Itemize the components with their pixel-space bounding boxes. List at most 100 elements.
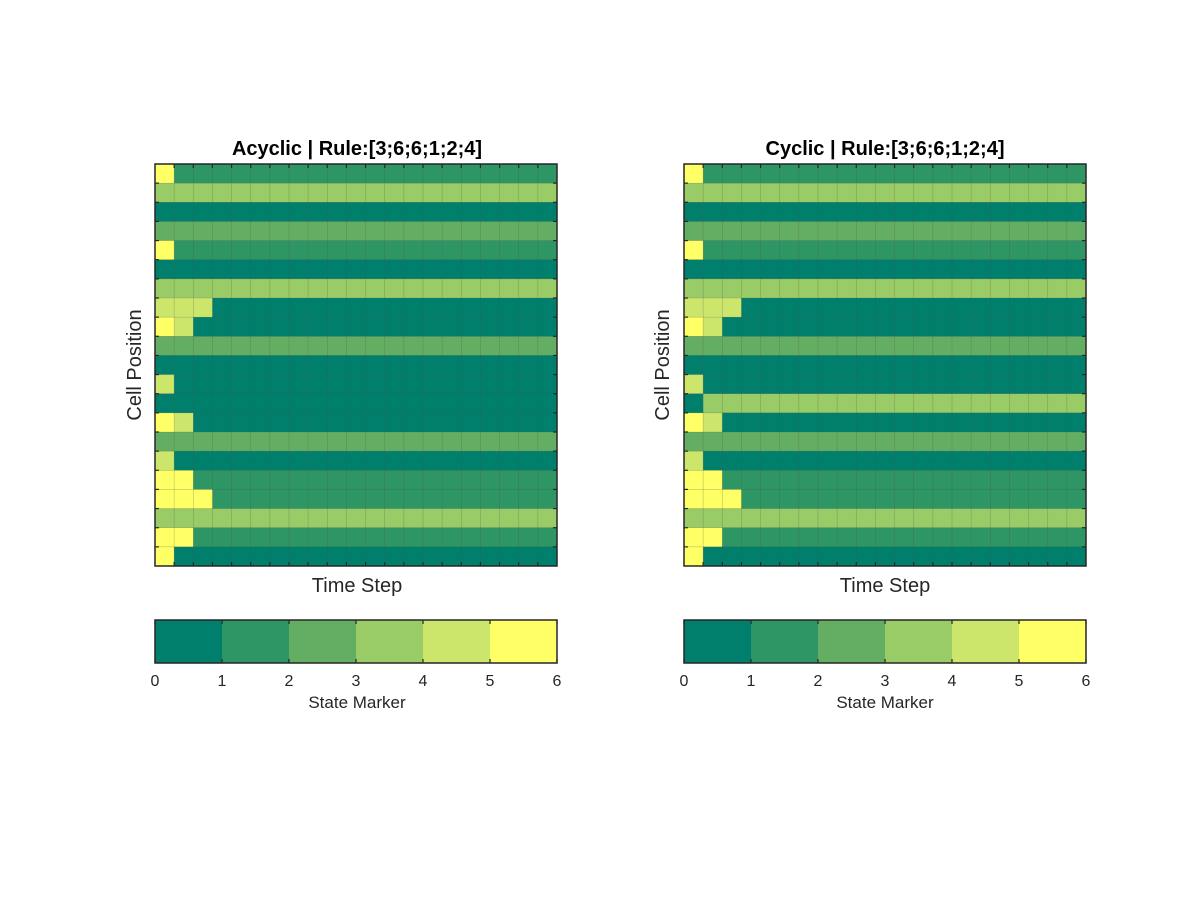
heatmap-cell: [193, 240, 213, 261]
heatmap-cell: [894, 374, 915, 395]
heatmap-cell: [174, 221, 194, 241]
heatmap-cell: [971, 527, 991, 548]
heatmap-cell: [442, 202, 462, 222]
heatmap-cell: [779, 489, 800, 509]
heatmap-cell: [894, 259, 915, 280]
heatmap-cell: [760, 202, 781, 222]
heatmap-cell: [779, 259, 800, 280]
heatmap-cell: [250, 240, 271, 261]
heatmap-cell: [1066, 164, 1087, 184]
heatmap-cell: [703, 202, 723, 222]
heatmap-cell: [837, 508, 857, 529]
colorbar-tick-label: 4: [948, 673, 957, 690]
heatmap-cell: [212, 221, 232, 241]
colorbar-segment: [751, 620, 819, 663]
x-axis-label-acyclic: Time Step: [312, 575, 402, 597]
heatmap-cell: [289, 527, 309, 548]
heatmap-cell: [1028, 527, 1049, 548]
heatmap-cell: [1028, 355, 1049, 375]
heatmap-cell: [269, 298, 290, 318]
heatmap-cell: [684, 489, 704, 509]
heatmap-cell: [155, 508, 175, 529]
heatmap-cell: [990, 202, 1010, 222]
heatmap-cell: [174, 164, 194, 184]
heatmap-cell: [760, 489, 781, 509]
heatmap-cell: [327, 259, 347, 280]
heatmap-cell: [499, 546, 520, 567]
heatmap-cell: [913, 527, 934, 548]
heatmap-cell: [818, 202, 838, 222]
heatmap-cell: [231, 278, 252, 299]
heatmap-cell: [684, 259, 704, 280]
heatmap-cell: [193, 508, 213, 529]
heatmap-cell: [894, 221, 915, 241]
heatmap-cell: [1066, 470, 1087, 490]
heatmap-cell: [818, 508, 838, 529]
heatmap-cell: [269, 546, 290, 567]
heatmap-cell: [518, 470, 539, 490]
heatmap-cell: [1047, 317, 1068, 337]
heatmap-cell: [480, 432, 500, 452]
heatmap-cell: [990, 259, 1010, 280]
plot-frame: [154, 163, 558, 567]
heatmap-cell: [480, 298, 500, 318]
heatmap-cell: [837, 432, 857, 452]
heatmap-cell: [703, 412, 723, 433]
heatmap-cell: [174, 298, 194, 318]
heatmap-cell: [932, 183, 953, 203]
heatmap-cell: [684, 355, 704, 375]
heatmap-cell: [308, 432, 328, 452]
heatmap-cell: [250, 164, 271, 184]
heatmap-cell: [952, 164, 972, 184]
heatmap-cell: [971, 336, 991, 356]
heatmap-cell: [327, 451, 347, 471]
heatmap-cell: [442, 393, 462, 414]
heatmap-cell: [818, 393, 838, 414]
heatmap-cell: [837, 202, 857, 222]
heatmap-cell: [913, 183, 934, 203]
heatmap-cell: [461, 508, 481, 529]
heatmap-cell: [308, 527, 328, 548]
heatmap-cell: [798, 355, 819, 375]
heatmap-cell: [779, 451, 800, 471]
heatmap-cell: [818, 164, 838, 184]
heatmap-cell: [480, 489, 500, 509]
colorbar-tick-label: 5: [1015, 673, 1024, 690]
heatmap-cell: [423, 355, 443, 375]
heatmap-cell: [346, 546, 366, 567]
heatmap-cell: [971, 412, 991, 433]
heatmap-cell: [1066, 508, 1087, 529]
heatmap-cell: [384, 527, 405, 548]
colorbar-segment: [818, 620, 886, 663]
heatmap-cell: [518, 221, 539, 241]
heatmap-cell: [423, 164, 443, 184]
heatmap-cell: [798, 240, 819, 261]
heatmap-cell: [1066, 489, 1087, 509]
x-axis-label-cyclic: Time Step: [840, 575, 930, 597]
heatmap-cell: [1047, 527, 1068, 548]
heatmap-cell: [952, 317, 972, 337]
heatmap-cell: [837, 355, 857, 375]
panel-cyclic: Cyclic | Rule:[3;6;6;1;2;4] Time Step Ce…: [652, 138, 1091, 712]
heatmap-cell: [1047, 336, 1068, 356]
heatmap-cell: [741, 259, 761, 280]
heatmap-cell: [741, 527, 761, 548]
heatmap-cell: [971, 508, 991, 529]
heatmap-cell: [1028, 470, 1049, 490]
heatmap-cell: [971, 355, 991, 375]
heatmap-cell: [952, 183, 972, 203]
heatmap-cell: [722, 489, 742, 509]
heatmap-cell: [193, 317, 213, 337]
heatmap-cell: [760, 508, 781, 529]
heatmap-cell: [537, 336, 558, 356]
heatmap-cell: [1047, 393, 1068, 414]
heatmap-cell: [837, 546, 857, 567]
heatmap-cell: [308, 355, 328, 375]
heatmap-cell: [289, 221, 309, 241]
heatmap-cell: [875, 546, 895, 567]
heatmap-cell: [856, 470, 876, 490]
heatmap-cell: [250, 374, 271, 395]
heatmap-cell: [1066, 546, 1087, 567]
heatmap-cell: [193, 432, 213, 452]
heatmap-cell: [798, 527, 819, 548]
